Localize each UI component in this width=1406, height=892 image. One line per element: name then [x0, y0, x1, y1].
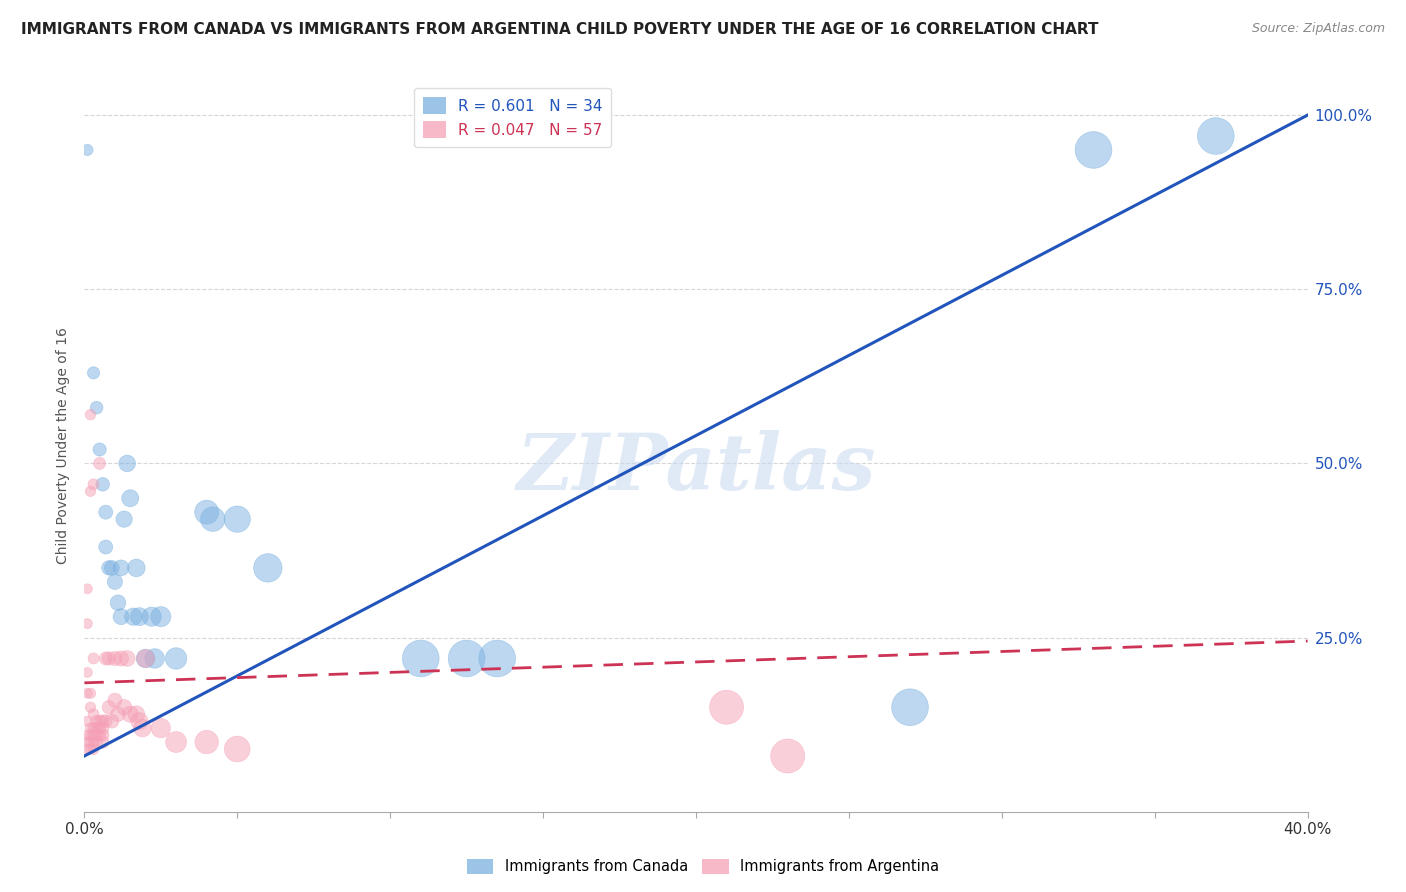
- Point: [91, 721, 114, 735]
- Point: [110, 609, 132, 624]
- Point: [486, 651, 509, 665]
- Point: [91, 728, 114, 742]
- Point: [226, 742, 249, 756]
- Point: [86, 735, 108, 749]
- Point: [776, 749, 799, 764]
- Point: [91, 477, 114, 491]
- Point: [120, 491, 142, 506]
- Point: [76, 728, 98, 742]
- Point: [94, 505, 117, 519]
- Point: [83, 735, 105, 749]
- Point: [165, 651, 187, 665]
- Point: [101, 561, 124, 575]
- Point: [101, 714, 124, 728]
- Point: [83, 366, 105, 380]
- Point: [91, 735, 114, 749]
- Point: [89, 721, 111, 735]
- Point: [79, 735, 101, 749]
- Point: [1205, 128, 1227, 143]
- Legend: Immigrants from Canada, Immigrants from Argentina: Immigrants from Canada, Immigrants from …: [461, 853, 945, 880]
- Point: [79, 484, 101, 499]
- Point: [456, 651, 478, 665]
- Point: [86, 714, 108, 728]
- Point: [112, 512, 135, 526]
- Point: [79, 408, 101, 422]
- Point: [76, 742, 98, 756]
- Point: [165, 735, 187, 749]
- Point: [79, 721, 101, 735]
- Point: [195, 505, 218, 519]
- Point: [83, 742, 105, 756]
- Point: [104, 693, 127, 707]
- Point: [115, 651, 138, 665]
- Point: [131, 721, 153, 735]
- Point: [149, 721, 172, 735]
- Point: [86, 728, 108, 742]
- Y-axis label: Child Poverty Under the Age of 16: Child Poverty Under the Age of 16: [56, 327, 70, 565]
- Point: [143, 651, 166, 665]
- Point: [107, 707, 129, 722]
- Point: [79, 686, 101, 700]
- Text: ZIPatlas: ZIPatlas: [516, 430, 876, 506]
- Point: [1083, 143, 1105, 157]
- Point: [83, 477, 105, 491]
- Point: [94, 540, 117, 554]
- Point: [195, 735, 218, 749]
- Point: [79, 700, 101, 714]
- Point: [76, 143, 98, 157]
- Point: [76, 616, 98, 631]
- Point: [226, 512, 249, 526]
- Point: [89, 457, 111, 471]
- Point: [201, 512, 224, 526]
- Point: [110, 651, 132, 665]
- Point: [89, 442, 111, 457]
- Legend: R = 0.601   N = 34, R = 0.047   N = 57: R = 0.601 N = 34, R = 0.047 N = 57: [413, 88, 612, 147]
- Point: [76, 582, 98, 596]
- Point: [76, 665, 98, 680]
- Text: Source: ZipAtlas.com: Source: ZipAtlas.com: [1251, 22, 1385, 36]
- Point: [120, 707, 142, 722]
- Point: [76, 686, 98, 700]
- Text: IMMIGRANTS FROM CANADA VS IMMIGRANTS FROM ARGENTINA CHILD POVERTY UNDER THE AGE : IMMIGRANTS FROM CANADA VS IMMIGRANTS FRO…: [21, 22, 1098, 37]
- Point: [149, 609, 172, 624]
- Point: [89, 728, 111, 742]
- Point: [104, 651, 127, 665]
- Point: [141, 609, 163, 624]
- Point: [135, 651, 157, 665]
- Point: [257, 561, 280, 575]
- Point: [76, 735, 98, 749]
- Point: [716, 700, 738, 714]
- Point: [83, 651, 105, 665]
- Point: [83, 707, 105, 722]
- Point: [76, 714, 98, 728]
- Point: [86, 401, 108, 415]
- Point: [128, 609, 150, 624]
- Point: [79, 728, 101, 742]
- Point: [91, 714, 114, 728]
- Point: [97, 651, 120, 665]
- Point: [135, 651, 157, 665]
- Point: [83, 728, 105, 742]
- Point: [89, 714, 111, 728]
- Point: [112, 700, 135, 714]
- Point: [122, 609, 145, 624]
- Point: [107, 596, 129, 610]
- Point: [79, 742, 101, 756]
- Point: [97, 700, 120, 714]
- Point: [86, 721, 108, 735]
- Point: [409, 651, 432, 665]
- Point: [128, 714, 150, 728]
- Point: [83, 721, 105, 735]
- Point: [104, 574, 127, 589]
- Point: [94, 714, 117, 728]
- Point: [898, 700, 921, 714]
- Point: [115, 457, 138, 471]
- Point: [110, 561, 132, 575]
- Point: [125, 561, 148, 575]
- Point: [125, 707, 148, 722]
- Point: [97, 561, 120, 575]
- Point: [94, 651, 117, 665]
